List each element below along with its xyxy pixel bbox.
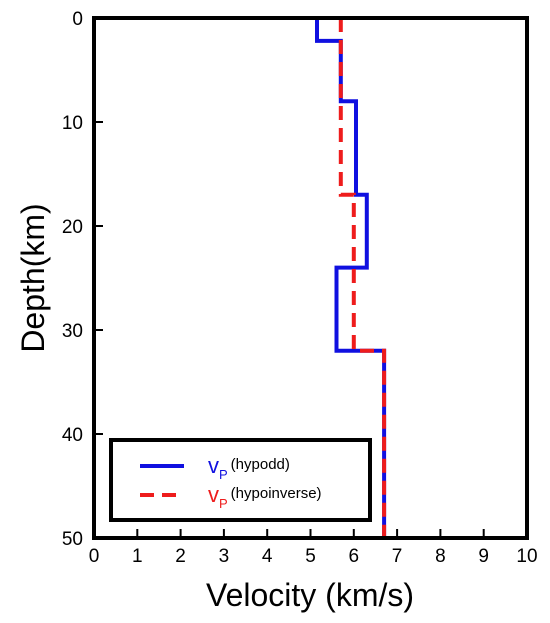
legend-label-1: vP(hypoinverse) [208,482,322,511]
x-tick-label-3: 3 [219,546,230,567]
y-tick-label-1: 10 [62,113,83,134]
series-layer [315,18,387,538]
legend-label-note-0: (hypodd) [231,456,290,473]
legend-box [109,438,372,522]
legend-label-sub-1: P [219,496,228,511]
legend: vP(hypodd)vP(hypoinverse) [109,438,372,522]
y-tick-label-0: 0 [72,9,83,30]
series-line-1 [338,18,387,538]
legend-label-main-0: v [208,453,219,478]
x-tick-label-8: 8 [435,546,446,567]
x-tick-label-5: 5 [305,546,316,567]
x-tick-label-6: 6 [349,546,360,567]
x-tick-label-0: 0 [89,546,100,567]
y-axis-title: Depth(km) [15,203,51,352]
legend-label-0: vP(hypodd) [208,453,290,482]
x-tick-label-7: 7 [392,546,403,567]
x-axis-title: Velocity (km/s) [206,577,414,613]
x-tick-label-10: 10 [516,546,537,567]
y-tick-label-5: 50 [62,529,83,550]
legend-label-sub-0: P [219,467,228,482]
legend-label-main-1: v [208,482,219,507]
series-line-0 [315,18,387,538]
x-tick-label-4: 4 [262,546,273,567]
x-tick-label-9: 9 [478,546,489,567]
x-tick-label-2: 2 [175,546,186,567]
ticks-layer: 0 1 2 3 4 5 6 7 8 9 10 0 10 20 30 40 50 [62,9,538,567]
y-tick-label-3: 30 [62,321,83,342]
x-tick-label-1: 1 [132,546,143,567]
y-tick-label-4: 40 [62,425,83,446]
legend-label-note-1: (hypoinverse) [231,485,322,502]
y-tick-label-2: 20 [62,217,83,238]
